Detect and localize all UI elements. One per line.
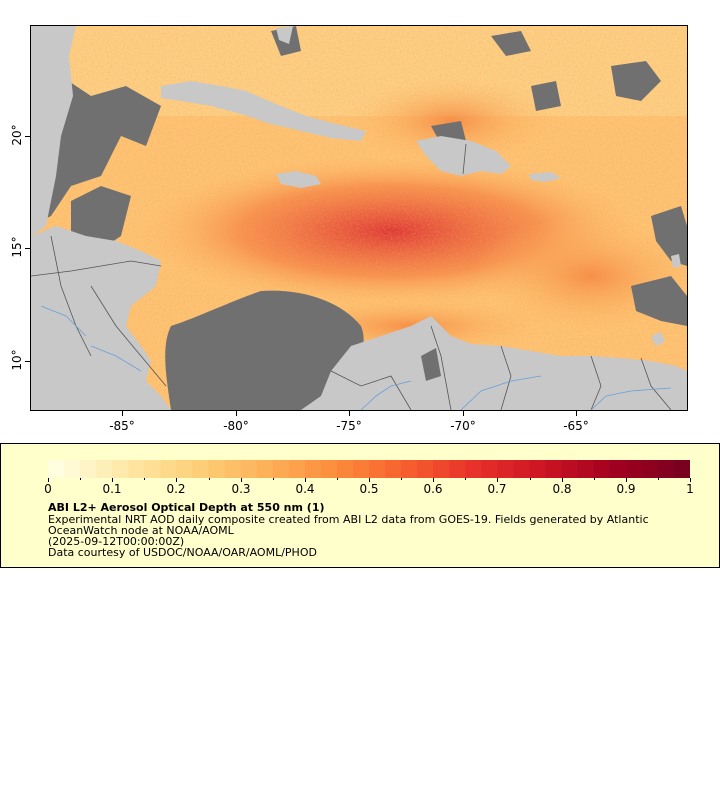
lon-label-80: -80° bbox=[223, 419, 249, 433]
colorbar-segment bbox=[304, 460, 322, 478]
colorbar-minor-tick bbox=[337, 478, 338, 480]
colorbar-segment bbox=[641, 460, 659, 478]
colorbar-segment bbox=[288, 460, 306, 478]
colorbar-tick bbox=[176, 478, 177, 482]
aod-map[interactable] bbox=[31, 26, 687, 410]
colorbar-label: 0.8 bbox=[552, 482, 572, 496]
colorbar-segment bbox=[80, 460, 97, 478]
colorbar-segment bbox=[657, 460, 675, 478]
map-panel[interactable] bbox=[30, 25, 688, 411]
colorbar-segment bbox=[320, 460, 338, 478]
lon-tick-70 bbox=[463, 411, 464, 416]
colorbar-segment bbox=[561, 460, 579, 478]
colorbar-segment bbox=[465, 460, 482, 478]
colorbar-minor-tick bbox=[530, 478, 531, 480]
colorbar-tick bbox=[626, 478, 627, 482]
colorbar-segment bbox=[593, 460, 611, 478]
colorbar-minor-tick bbox=[209, 478, 210, 480]
colorbar-tick bbox=[562, 478, 563, 482]
colorbar-segment bbox=[112, 460, 129, 478]
colorbar-minor-tick bbox=[401, 478, 402, 480]
colorbar-minor-tick bbox=[80, 478, 81, 480]
colorbar-segment bbox=[192, 460, 209, 478]
colorbar-segment bbox=[208, 460, 226, 478]
lat-tick-15 bbox=[25, 248, 30, 249]
colorbar-tick bbox=[497, 478, 498, 482]
colorbar-label: 0 bbox=[44, 482, 52, 496]
colorbar-tick bbox=[690, 478, 691, 482]
colorbar-label: 0.5 bbox=[359, 482, 379, 496]
colorbar-label: 0.6 bbox=[423, 482, 443, 496]
colorbar-tick bbox=[241, 478, 242, 482]
colorbar-label: 0.1 bbox=[102, 482, 122, 496]
colorbar-segment bbox=[529, 460, 547, 478]
colorbar-label: 0.4 bbox=[295, 482, 315, 496]
legend-description-1: Experimental NRT AOD daily composite cre… bbox=[48, 513, 649, 526]
colorbar-minor-tick bbox=[144, 478, 145, 480]
colorbar-segment bbox=[513, 460, 530, 478]
colorbar-segment bbox=[272, 460, 290, 478]
colorbar-segment bbox=[64, 460, 81, 478]
lon-tick-75 bbox=[349, 411, 350, 416]
colorbar bbox=[48, 460, 690, 478]
colorbar-segment bbox=[160, 460, 177, 478]
colorbar-tick bbox=[112, 478, 113, 482]
colorbar-minor-tick bbox=[465, 478, 466, 480]
colorbar-segment bbox=[609, 460, 627, 478]
colorbar-segment bbox=[369, 460, 386, 478]
legend-title: ABI L2+ Aerosol Optical Depth at 550 nm … bbox=[48, 501, 325, 514]
legend-date: (2025-09-12T00:00:00Z) bbox=[48, 535, 185, 548]
colorbar-tick bbox=[433, 478, 434, 482]
colorbar-segment bbox=[385, 460, 402, 478]
colorbar-tick bbox=[369, 478, 370, 482]
legend-credit: Data courtesy of USDOC/NOAA/OAR/AOML/PHO… bbox=[48, 546, 317, 559]
colorbar-label: 0.7 bbox=[487, 482, 507, 496]
colorbar-segment bbox=[256, 460, 274, 478]
lon-tick-80 bbox=[236, 411, 237, 416]
colorbar-segment bbox=[224, 460, 242, 478]
colorbar-segment bbox=[128, 460, 145, 478]
country-borders bbox=[31, 143, 672, 410]
legend-panel: 0 0.1 0.2 0.3 0.4 0.5 0.6 0.7 0.8 0.9 1 ABI L2+ Ae… bbox=[0, 443, 720, 568]
colorbar-segment bbox=[240, 460, 258, 478]
lon-tick-65 bbox=[576, 411, 577, 416]
colorbar-segment bbox=[417, 460, 434, 478]
lon-label-75: -75° bbox=[336, 419, 362, 433]
lat-label-10: 10° bbox=[10, 349, 24, 371]
lat-label-15: 15° bbox=[10, 236, 24, 258]
lat-tick-10 bbox=[25, 361, 30, 362]
lon-label-70: -70° bbox=[450, 419, 476, 433]
colorbar-segment bbox=[577, 460, 595, 478]
colorbar-segment bbox=[673, 460, 690, 478]
colorbar-segment bbox=[96, 460, 113, 478]
colorbar-minor-tick bbox=[658, 478, 659, 480]
lon-label-85: -85° bbox=[109, 419, 135, 433]
colorbar-segment bbox=[545, 460, 563, 478]
rivers bbox=[40, 305, 672, 410]
lon-tick-85 bbox=[122, 411, 123, 416]
colorbar-segment bbox=[497, 460, 514, 478]
colorbar-segment bbox=[433, 460, 450, 478]
colorbar-segment bbox=[481, 460, 498, 478]
colorbar-segment bbox=[48, 460, 65, 478]
lat-tick-20 bbox=[25, 136, 30, 137]
colorbar-tick bbox=[48, 478, 49, 482]
colorbar-minor-tick bbox=[273, 478, 274, 480]
colorbar-tick bbox=[305, 478, 306, 482]
lat-label-20: 20° bbox=[10, 124, 24, 146]
colorbar-label: 0.9 bbox=[616, 482, 636, 496]
colorbar-label: 0.3 bbox=[231, 482, 251, 496]
colorbar-label: 1 bbox=[686, 482, 694, 496]
colorbar-label: 0.2 bbox=[166, 482, 186, 496]
colorbar-segment bbox=[336, 460, 354, 478]
colorbar-segment bbox=[352, 460, 370, 478]
lon-label-65: -65° bbox=[563, 419, 589, 433]
legend-description-2: OceanWatch node at NOAA/AOML bbox=[48, 524, 234, 537]
colorbar-segment bbox=[144, 460, 161, 478]
colorbar-segment bbox=[401, 460, 418, 478]
colorbar-segment bbox=[625, 460, 643, 478]
colorbar-segment bbox=[449, 460, 466, 478]
colorbar-minor-tick bbox=[594, 478, 595, 480]
colorbar-segment bbox=[176, 460, 193, 478]
